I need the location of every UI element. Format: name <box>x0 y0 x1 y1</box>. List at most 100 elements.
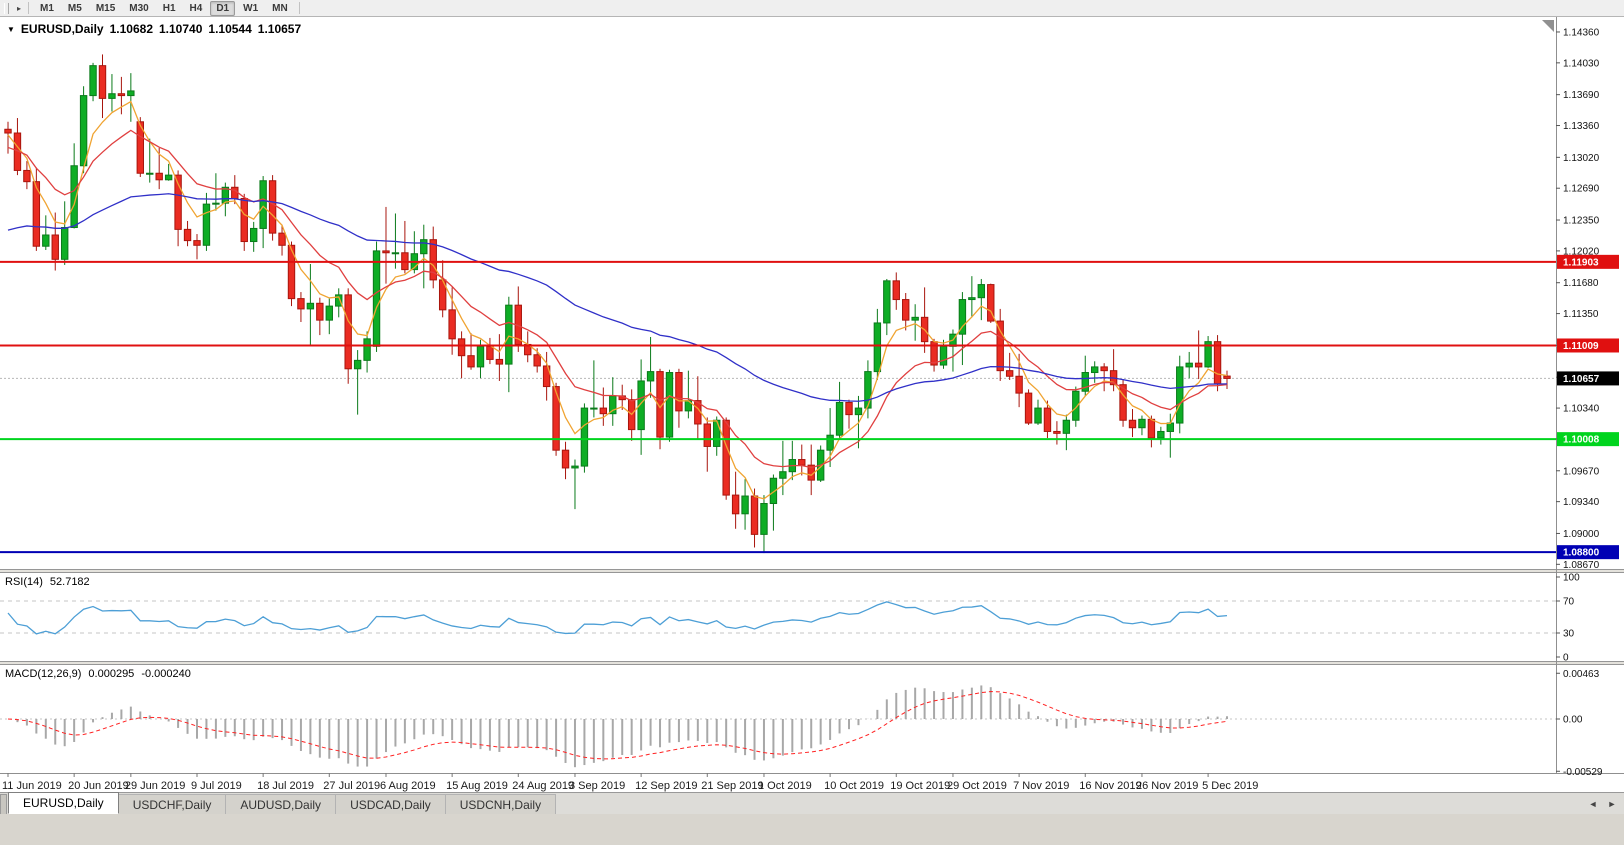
candle-body <box>826 434 834 451</box>
chart-tab-usdchf[interactable]: USDCHF,Daily <box>118 794 227 814</box>
date-label: 18 Jul 2019 <box>257 780 314 792</box>
candle-body <box>287 244 296 300</box>
date-label: 27 Jul 2019 <box>323 780 380 792</box>
date-label: 16 Nov 2019 <box>1079 780 1141 792</box>
rsi-line <box>7 601 1228 635</box>
date-label: 3 Sep 2019 <box>569 780 625 792</box>
candle-body <box>675 372 683 412</box>
candle-body <box>4 128 12 134</box>
price-tick-label: 1.12350 <box>1563 216 1600 227</box>
candle-body <box>1204 341 1212 368</box>
candle-body <box>1100 366 1108 372</box>
candle-body <box>1166 422 1175 432</box>
chart-tab-eurusd[interactable]: EURUSD,Daily <box>8 792 119 814</box>
candle-body <box>637 380 645 431</box>
candle-body <box>1157 430 1165 439</box>
candle-body <box>98 65 107 99</box>
candle-body <box>60 227 69 260</box>
collapse-triangle-icon[interactable]: ▼ <box>7 24 15 34</box>
candle-body <box>164 174 173 181</box>
date-label: 11 Jun 2019 <box>2 780 62 792</box>
chart-window[interactable]: 1.14360 1.14030 1.13690 1.13360 1.13020 1.126… <box>0 17 1624 792</box>
date-label: 9 Jul 2019 <box>191 780 242 792</box>
chart-tab-usdcnh[interactable]: USDCNH,Daily <box>445 794 557 814</box>
candle-body <box>51 234 59 260</box>
price-tick-label: 1.09000 <box>1563 529 1600 540</box>
price-chart-canvas[interactable]: 1.14360 1.14030 1.13690 1.13360 1.13020 1.126… <box>0 17 1624 792</box>
date-label: 29 Jun 2019 <box>125 780 186 792</box>
candle-body <box>580 407 589 467</box>
timeframe-button-w1[interactable]: W1 <box>243 2 259 14</box>
date-label: 1 Oct 2019 <box>758 780 812 792</box>
candle-body <box>136 121 144 174</box>
panel-divider[interactable] <box>0 569 1624 573</box>
price-level-badge <box>1557 371 1619 386</box>
chart-symbol-period: EURUSD,Daily <box>20 22 104 36</box>
timeframe-button-m30[interactable]: M30 <box>129 2 149 14</box>
timeframe-button-m1[interactable]: M1 <box>40 2 54 14</box>
timeframe-button-h4[interactable]: H4 <box>189 2 203 14</box>
tab-scroll-left-icon[interactable]: ◄ <box>1588 798 1598 809</box>
candle-body <box>1024 392 1033 424</box>
chart-tab-audusd[interactable]: AUDUSD,Daily <box>226 794 337 814</box>
candle-body <box>231 186 239 200</box>
candle-body <box>325 305 333 321</box>
candle-body <box>1176 366 1184 424</box>
timeframe-button-d1[interactable]: D1 <box>210 0 236 16</box>
date-label: 10 Oct 2019 <box>824 780 884 792</box>
candle-body <box>268 180 277 234</box>
candle-body <box>108 93 116 99</box>
candle-body <box>174 174 182 230</box>
chart-background <box>0 17 1624 792</box>
moving-average-line-50 <box>7 193 1228 402</box>
toolbar-chevron-icon[interactable]: ▸ <box>17 3 22 13</box>
price-tick-label: 1.14030 <box>1563 58 1600 69</box>
candle-body <box>259 180 267 229</box>
candle-body <box>212 202 220 205</box>
price-tick-label: 1.11680 <box>1563 278 1599 289</box>
candle-body <box>146 172 154 175</box>
macd-scale-label: 0.00 <box>1563 715 1583 726</box>
macd-signal-line <box>7 691 1228 760</box>
candle-body <box>70 165 78 229</box>
price-level-badge <box>1557 338 1619 353</box>
candle-body <box>1072 390 1080 421</box>
timeframes-toolbar: ▸ M1 M5 M15 M30 H1 H4 D1 W1 MN <box>0 0 1624 17</box>
candle-body <box>335 294 343 307</box>
candle-body <box>646 371 655 382</box>
candle-body <box>911 316 919 321</box>
macd-scale-label: 0.00463 <box>1563 669 1600 680</box>
candle-body <box>1015 375 1023 394</box>
timeframe-button-mn[interactable]: MN <box>272 2 288 14</box>
date-label: 26 Nov 2019 <box>1136 780 1198 792</box>
candle-body <box>127 90 135 97</box>
panel-divider[interactable] <box>0 661 1624 665</box>
candle-body <box>1091 366 1099 374</box>
macd-main-value: 0.000295 <box>88 668 135 680</box>
timeframe-button-m5[interactable]: M5 <box>67 2 82 14</box>
timeframe-button-m15[interactable]: M15 <box>95 2 116 14</box>
timeframe-button-h1[interactable]: H1 <box>162 2 176 14</box>
candle-body <box>467 355 475 368</box>
toolbar-grip[interactable] <box>4 2 9 14</box>
price-tick-label: 1.08670 <box>1563 560 1600 571</box>
candle-body <box>1062 419 1071 434</box>
date-label: 12 Sep 2019 <box>635 780 697 792</box>
candle-body <box>249 227 258 243</box>
candle-body <box>599 407 608 415</box>
candle-body <box>117 93 126 97</box>
ohlc-close: 1.10657 <box>257 22 302 36</box>
candle-body <box>505 304 513 365</box>
date-label: 20 Jun 2019 <box>68 780 129 792</box>
candle-body <box>1223 375 1231 379</box>
date-label: 5 Dec 2019 <box>1202 780 1258 792</box>
date-label: 21 Sep 2019 <box>701 780 763 792</box>
candle-body <box>221 186 230 204</box>
candle-body <box>202 203 211 246</box>
price-level-badge-label: 1.08800 <box>1563 548 1600 559</box>
chart-tab-usdcad[interactable]: USDCAD,Daily <box>336 794 446 814</box>
rsi-scale-label: 30 <box>1563 629 1575 640</box>
date-label: 7 Nov 2019 <box>1013 780 1069 792</box>
tab-scroll-right-icon[interactable]: ► <box>1607 798 1617 809</box>
